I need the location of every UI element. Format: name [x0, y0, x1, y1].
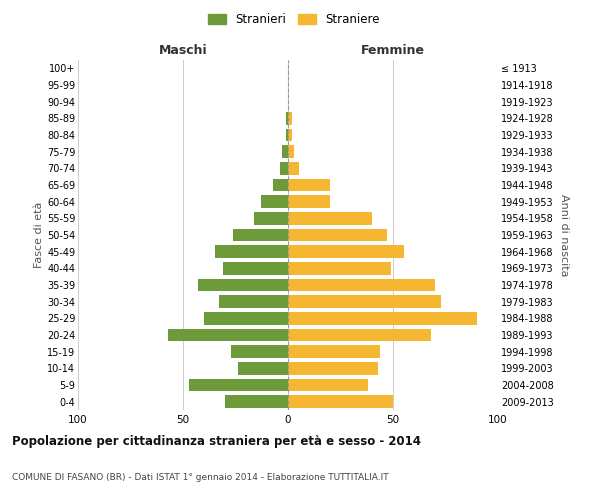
- Bar: [288, 212, 372, 224]
- Bar: [223, 262, 288, 274]
- Text: Popolazione per cittadinanza straniera per età e sesso - 2014: Popolazione per cittadinanza straniera p…: [12, 435, 421, 448]
- Bar: [288, 162, 299, 174]
- Bar: [280, 162, 288, 174]
- Bar: [288, 379, 368, 391]
- Bar: [233, 229, 288, 241]
- Text: Maschi: Maschi: [158, 44, 208, 57]
- Bar: [232, 346, 288, 358]
- Bar: [286, 129, 288, 141]
- Bar: [225, 396, 288, 408]
- Bar: [288, 229, 387, 241]
- Bar: [288, 262, 391, 274]
- Legend: Stranieri, Straniere: Stranieri, Straniere: [203, 8, 385, 31]
- Bar: [288, 146, 295, 158]
- Bar: [288, 296, 442, 308]
- Bar: [288, 346, 380, 358]
- Y-axis label: Fasce di età: Fasce di età: [34, 202, 44, 268]
- Bar: [254, 212, 288, 224]
- Bar: [288, 246, 404, 258]
- Bar: [288, 312, 477, 324]
- Bar: [260, 196, 288, 208]
- Bar: [198, 279, 288, 291]
- Bar: [288, 279, 435, 291]
- Bar: [204, 312, 288, 324]
- Bar: [215, 246, 288, 258]
- Bar: [238, 362, 288, 374]
- Bar: [168, 329, 288, 341]
- Bar: [218, 296, 288, 308]
- Bar: [288, 179, 330, 192]
- Bar: [286, 112, 288, 124]
- Bar: [274, 179, 288, 192]
- Bar: [189, 379, 288, 391]
- Bar: [288, 112, 292, 124]
- Text: Femmine: Femmine: [361, 44, 425, 57]
- Bar: [288, 329, 431, 341]
- Bar: [282, 146, 288, 158]
- Bar: [288, 396, 393, 408]
- Text: COMUNE DI FASANO (BR) - Dati ISTAT 1° gennaio 2014 - Elaborazione TUTTITALIA.IT: COMUNE DI FASANO (BR) - Dati ISTAT 1° ge…: [12, 473, 389, 482]
- Bar: [288, 196, 330, 208]
- Bar: [288, 362, 379, 374]
- Y-axis label: Anni di nascita: Anni di nascita: [559, 194, 569, 276]
- Bar: [288, 129, 292, 141]
